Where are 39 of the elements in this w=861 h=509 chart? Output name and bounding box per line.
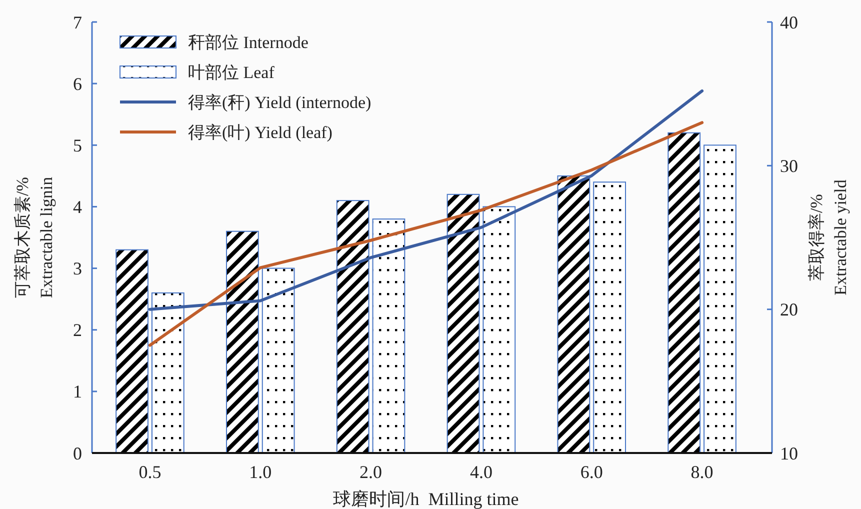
- y-tick-label: 3: [73, 258, 82, 279]
- y-tick-label: 1: [73, 382, 82, 402]
- y-tick-label: 6: [73, 74, 82, 94]
- y2-tick-label: 30: [780, 156, 798, 176]
- bar: [446, 194, 480, 454]
- x-tick-label: 1.0: [249, 462, 272, 482]
- bar: [116, 249, 148, 454]
- y-tick-label: 5: [73, 135, 82, 156]
- x-axis-title: 球磨时间/h Milling time: [333, 489, 519, 509]
- x-tick-label: 6.0: [580, 462, 603, 482]
- line-series: [148, 89, 704, 311]
- bar: [151, 292, 184, 454]
- y2-tick-label: 10: [780, 443, 798, 464]
- legend-label: 得率(叶) Yield (leaf): [188, 122, 332, 142]
- bar: [262, 268, 295, 454]
- x-tick-label: 2.0: [360, 462, 382, 482]
- y-tick-label: 7: [73, 12, 82, 32]
- y-axis-title: 可萃取木质素/% Extractable lignin: [13, 176, 56, 298]
- legend-label: 得率(秆) Yield (internode): [188, 92, 372, 112]
- y2-axis-title: 萃取得率/% Extractable yield: [807, 179, 850, 296]
- y-tick-label: 0: [73, 443, 82, 464]
- y-tick-label: 4: [73, 197, 82, 218]
- legend-label: 叶部位 Leaf: [188, 62, 275, 82]
- x-tick-label: 0.5: [138, 462, 162, 482]
- y2-tick-label: 20: [780, 300, 798, 320]
- bar: [704, 144, 736, 454]
- x-tick-label: 8.0: [690, 462, 714, 482]
- bar: [336, 200, 370, 454]
- bar: [372, 218, 406, 454]
- bar: [226, 230, 259, 454]
- legend-label: 秆部位 Internode: [188, 32, 308, 52]
- bar: [557, 175, 590, 454]
- y2-tick-label: 40: [780, 12, 798, 32]
- bar: [482, 206, 516, 454]
- y-tick-label: 2: [73, 320, 82, 340]
- bar: [668, 132, 701, 454]
- x-tick-label: 4.0: [470, 462, 492, 482]
- bar: [593, 182, 626, 454]
- line-series: [148, 121, 704, 347]
